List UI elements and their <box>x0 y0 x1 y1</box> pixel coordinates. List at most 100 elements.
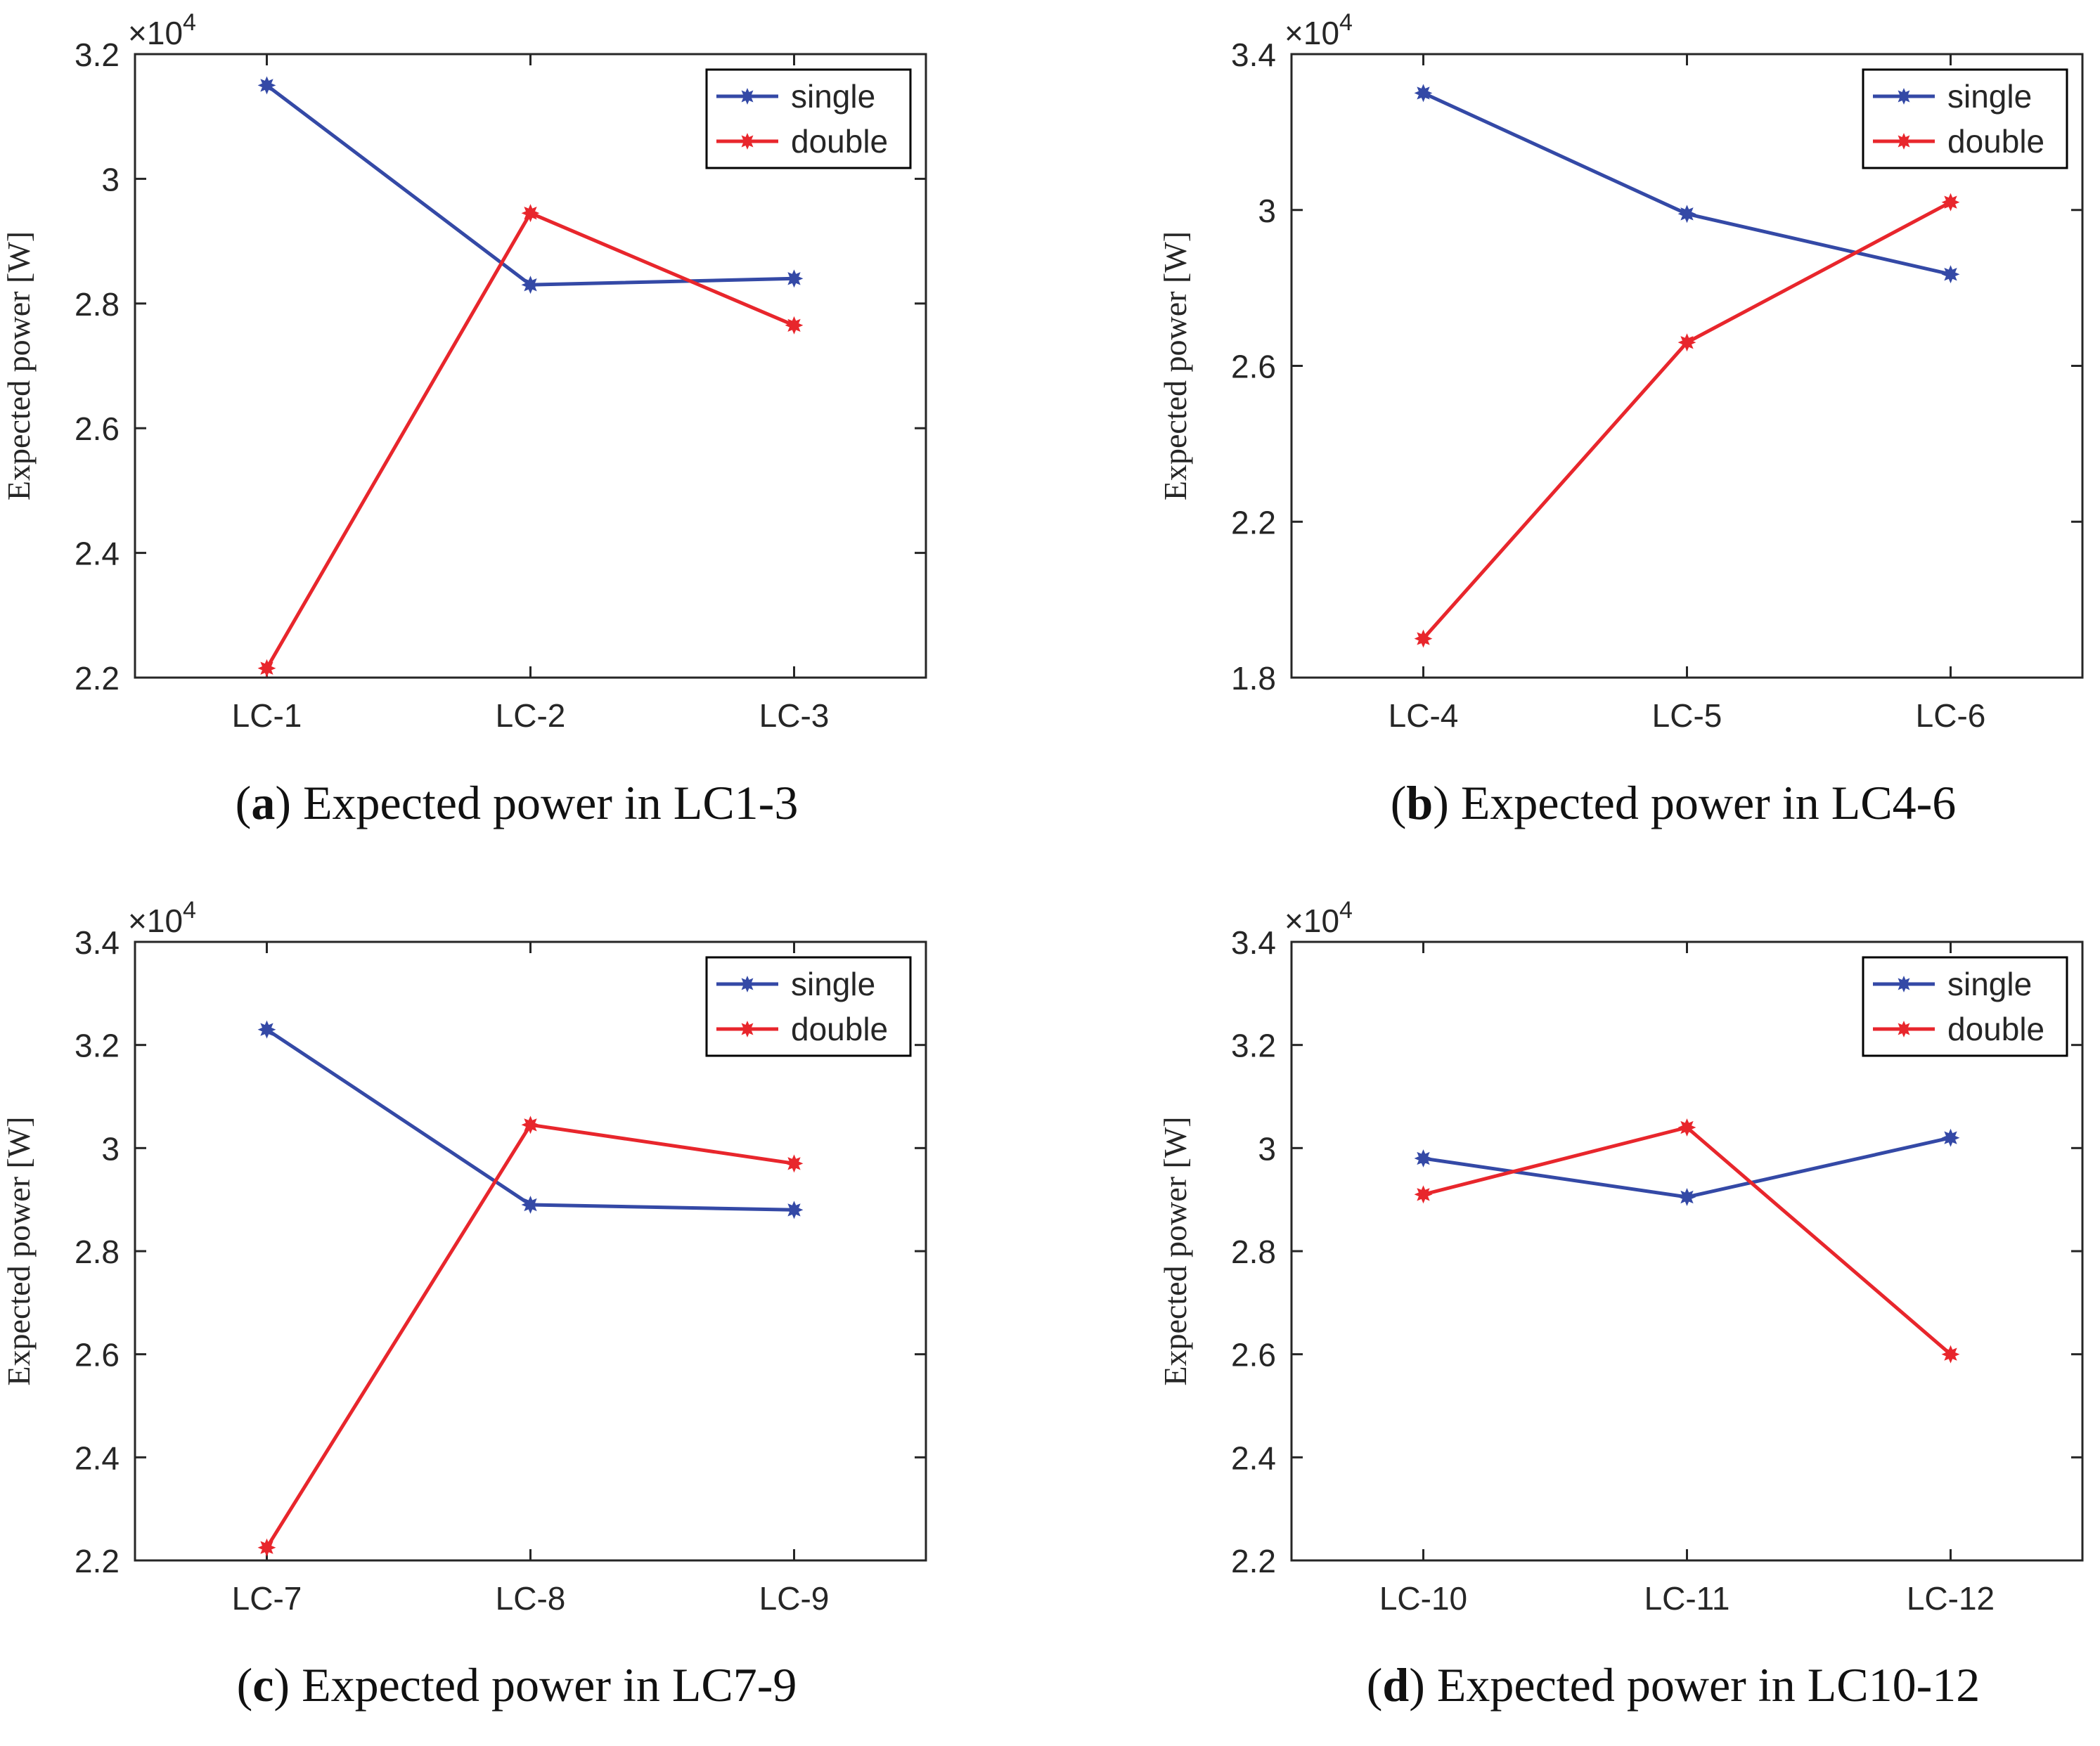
y-tick-label: 2.2 <box>75 1543 120 1579</box>
legend-marker-single <box>1895 88 1912 105</box>
legend-label-single: single <box>791 78 875 115</box>
y-tick-label: 3.4 <box>75 924 120 961</box>
legend: single double <box>1862 956 2068 1057</box>
legend-marker-double <box>739 133 756 150</box>
y-exponent-label: ×104 <box>1284 9 1353 51</box>
data-point-double <box>521 204 540 223</box>
legend-box <box>705 956 912 1057</box>
legend-label-single: single <box>791 966 875 1002</box>
legend-label-double: double <box>791 1011 888 1047</box>
y-tick-label: 2.6 <box>1231 349 1276 385</box>
data-point-double <box>785 1154 804 1173</box>
y-tick-label: 3 <box>1258 1130 1276 1167</box>
legend-marker-double <box>1895 1021 1912 1037</box>
x-tick-label: LC-11 <box>1644 1580 1730 1617</box>
legend-label-double: double <box>1947 1011 2044 1047</box>
y-tick-label: 3.2 <box>1231 1028 1276 1064</box>
caption-paren-open: ( <box>236 776 252 829</box>
caption-text: Expected power in LC1-3 <box>303 776 798 829</box>
panel-caption: (c) Expected power in LC7-9 <box>237 1658 797 1712</box>
y-exponent-power: 4 <box>1339 9 1353 36</box>
y-axis-label: Expected power [W] <box>1 231 37 500</box>
data-point-single <box>521 1196 540 1214</box>
data-point-single <box>257 1020 276 1039</box>
caption-text: Expected power in LC7-9 <box>302 1658 797 1712</box>
caption-paren-close: ) <box>275 776 303 829</box>
y-exponent-power: 4 <box>183 897 196 924</box>
data-point-double <box>257 659 276 678</box>
data-point-single <box>1677 205 1696 224</box>
data-point-double <box>1677 1118 1696 1137</box>
legend-label-double: double <box>791 123 888 160</box>
caption-letter: a <box>251 776 275 829</box>
legend-box <box>705 68 912 169</box>
caption-paren-open: ( <box>1391 776 1407 829</box>
y-exponent-label: ×104 <box>1284 897 1353 939</box>
y-tick-label: 3.4 <box>1231 37 1276 73</box>
data-point-single <box>1677 1188 1696 1206</box>
y-tick-label: 3 <box>101 1130 120 1167</box>
y-tick-label: 2.8 <box>1231 1234 1276 1270</box>
legend: single double <box>1862 68 2068 169</box>
panel-caption: (d) Expected power in LC10-12 <box>1367 1658 1980 1712</box>
y-tick-label: 3 <box>1258 193 1276 229</box>
data-point-single <box>1414 84 1433 103</box>
y-tick-label: 3 <box>101 161 120 198</box>
y-tick-label: 2.4 <box>1231 1440 1276 1476</box>
data-point-single <box>521 276 540 295</box>
data-point-double <box>257 1538 276 1557</box>
data-point-double <box>1677 333 1696 352</box>
y-tick-label: 2.2 <box>1231 504 1276 541</box>
data-point-single <box>1414 1149 1433 1168</box>
caption-paren-open: ( <box>237 1658 253 1712</box>
y-exponent-power: 4 <box>183 9 196 36</box>
data-point-single <box>785 269 804 288</box>
x-tick-label: LC-9 <box>759 1580 830 1617</box>
y-tick-label: 2.2 <box>1231 1543 1276 1579</box>
caption-paren-close: ) <box>273 1658 302 1712</box>
y-exponent-power: 4 <box>1339 897 1353 924</box>
legend-marker-single <box>1895 976 1912 992</box>
x-tick-label: LC-7 <box>232 1580 302 1617</box>
y-tick-label: 2.6 <box>1231 1337 1276 1373</box>
x-tick-label: LC-2 <box>496 697 566 734</box>
caption-paren-close: ) <box>1409 1658 1437 1712</box>
x-tick-label: LC-12 <box>1907 1580 1995 1617</box>
x-tick-label: LC-5 <box>1652 697 1722 734</box>
x-tick-label: LC-3 <box>759 697 830 734</box>
chart-panel-d: 2.2 2.4 2.6 2.8 3 3.2 3.4 LC-10 LC-11 LC-12 ×104 Ex… <box>1157 897 2084 1712</box>
y-exponent-label: ×104 <box>128 9 196 51</box>
caption-paren-close: ) <box>1433 776 1461 829</box>
legend-box <box>1862 68 2068 169</box>
y-tick-label: 2.6 <box>75 1337 120 1373</box>
chart-panel-c: 2.2 2.4 2.6 2.8 3 3.2 3.4 LC-7 LC-8 LC-9 ×104 Expec… <box>1 897 927 1712</box>
y-tick-label: 2.4 <box>75 536 120 572</box>
chart-panel-b: 1.8 2.2 2.6 3 3.4 LC-4 LC-5 LC-6 ×104 Expected po… <box>1157 9 2084 829</box>
data-point-double <box>1414 1185 1433 1204</box>
data-point-single <box>1941 265 1960 284</box>
legend-label-double: double <box>1947 123 2044 160</box>
legend-label-single: single <box>1947 78 2032 115</box>
caption-paren-open: ( <box>1367 1658 1383 1712</box>
data-point-single <box>785 1201 804 1220</box>
x-tick-label: LC-6 <box>1916 697 1986 734</box>
y-axis-label: Expected power [W] <box>1 1116 37 1385</box>
caption-text: Expected power in LC10-12 <box>1437 1658 1980 1712</box>
y-exponent-label: ×104 <box>128 897 196 939</box>
y-tick-label: 3.2 <box>75 37 120 73</box>
y-tick-label: 2.6 <box>75 410 120 447</box>
y-axis-label: Expected power [W] <box>1157 1116 1193 1385</box>
panel-caption: (b) Expected power in LC4-6 <box>1391 776 1956 829</box>
caption-letter: b <box>1406 776 1433 829</box>
y-tick-label: 3.2 <box>75 1028 120 1064</box>
chart-panel-a: 2.2 2.4 2.6 2.8 3 3.2 LC-1 LC-2 LC-3 ×104 Expected… <box>1 9 927 829</box>
y-tick-label: 2.8 <box>75 1234 120 1270</box>
y-tick-label: 2.8 <box>75 286 120 323</box>
x-tick-label: LC-8 <box>496 1580 566 1617</box>
y-axis-label: Expected power [W] <box>1157 231 1193 500</box>
panel-caption: (a) Expected power in LC1-3 <box>236 776 799 829</box>
legend-label-single: single <box>1947 966 2032 1002</box>
x-tick-label: LC-1 <box>232 697 302 734</box>
